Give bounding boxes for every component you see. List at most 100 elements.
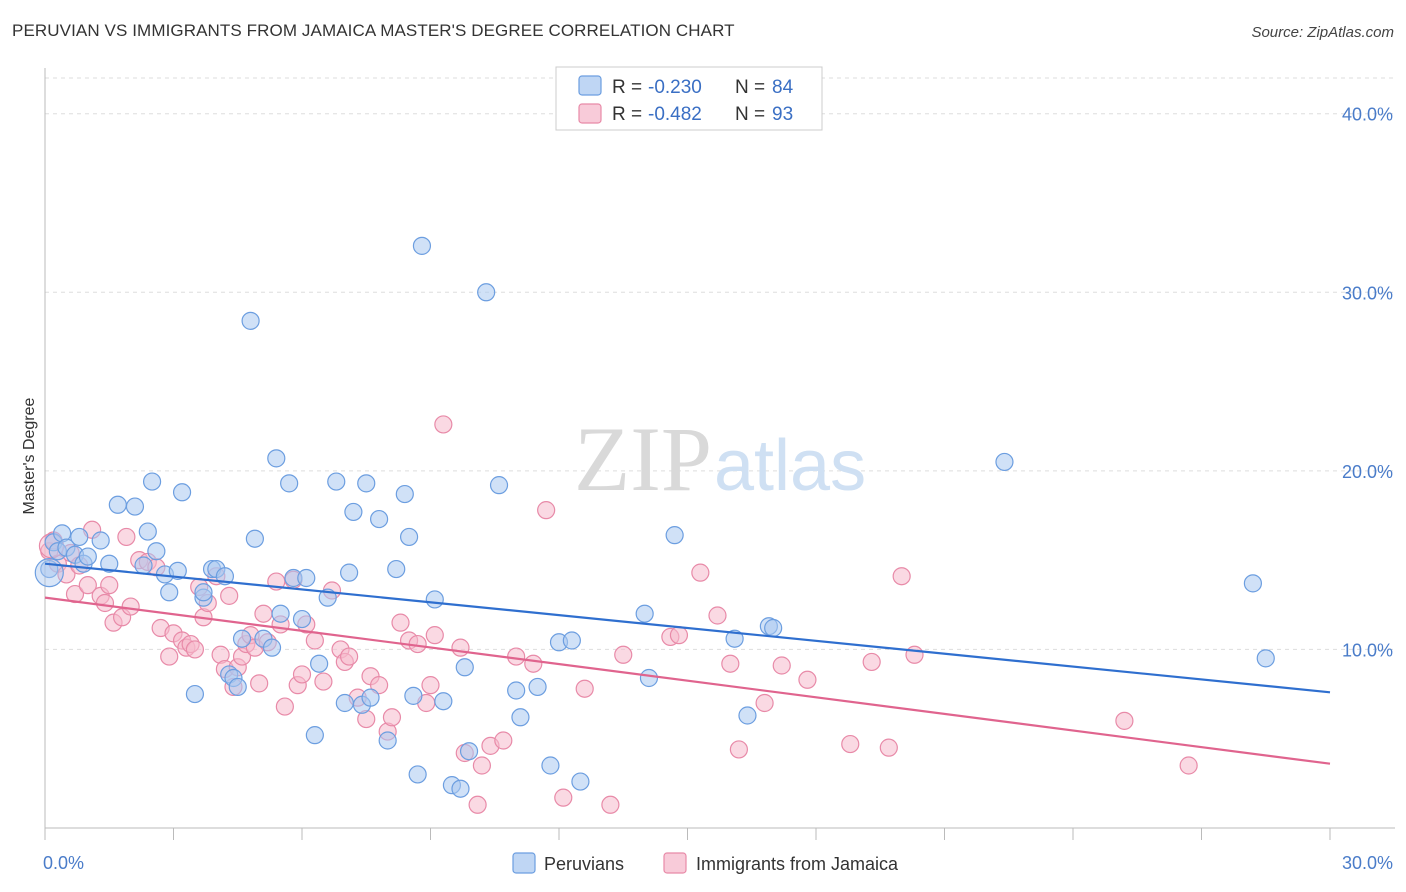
legend-r-value-2: -0.482 xyxy=(648,104,702,125)
jamaica-point xyxy=(305,631,324,650)
jamaica-point xyxy=(160,647,179,666)
y-tick-label: 40.0% xyxy=(1342,105,1393,125)
peruvian-point xyxy=(297,568,316,588)
peruvian-point xyxy=(511,708,530,727)
jamaica-point xyxy=(601,795,620,814)
peruvian-point xyxy=(160,583,179,602)
jamaica-point xyxy=(575,679,594,698)
jamaica-point xyxy=(729,740,749,759)
jamaica-point xyxy=(494,731,513,750)
peruvian-point xyxy=(370,509,389,529)
jamaica-point xyxy=(1115,711,1134,730)
peruvian-point xyxy=(635,604,654,623)
jamaica-point xyxy=(472,756,491,775)
peruvian-point xyxy=(459,742,479,761)
legend-swatch-jamaica xyxy=(578,103,602,124)
jamaica-point xyxy=(451,638,470,657)
legend-n-label-1: N = xyxy=(735,77,765,98)
peruvian-point xyxy=(142,472,162,491)
peruvian-point xyxy=(639,668,659,688)
peruvian-point xyxy=(387,559,406,579)
jamaica-point xyxy=(78,576,97,595)
jamaica-point xyxy=(721,654,740,673)
peruvian-point xyxy=(194,583,213,602)
jamaica-point xyxy=(1179,756,1198,775)
peruvian-point xyxy=(412,236,432,255)
legend-box: R = -0.230 N = 84 R = -0.482 N = 93 xyxy=(555,66,823,131)
peruvian-point xyxy=(738,706,757,725)
peruvian-point xyxy=(125,497,145,516)
peruvian-point xyxy=(395,484,414,504)
jamaica-point xyxy=(434,415,453,434)
peruvian-point xyxy=(228,677,247,697)
axes xyxy=(44,68,1395,840)
bottom-legend-label-jamaica: Immigrants from Jamaica xyxy=(696,854,899,874)
y-tick-label: 10.0% xyxy=(1342,640,1393,660)
peruvian-point xyxy=(168,561,187,580)
tick-labels: 10.0% 20.0% 30.0% 40.0% 0.0% 30.0% xyxy=(43,105,1393,873)
peruvian-point xyxy=(267,449,286,468)
jamaica-point xyxy=(862,652,881,672)
jamaica-point xyxy=(185,640,205,659)
y-tick-label: 30.0% xyxy=(1342,283,1393,303)
peruvian-point xyxy=(280,474,299,493)
peruvian-point xyxy=(241,311,260,330)
jamaica-point xyxy=(879,738,898,757)
peruvian-point xyxy=(172,483,192,502)
peruvian-point xyxy=(335,693,354,713)
jamaica-point xyxy=(292,665,312,684)
peruvian-point xyxy=(477,283,496,302)
peruvian-point xyxy=(327,472,346,491)
peruvian-point xyxy=(138,522,157,541)
y-tick-label: 20.0% xyxy=(1342,462,1393,482)
jamaica-point xyxy=(614,645,633,664)
peruvian-point xyxy=(571,772,590,791)
peruvian-point xyxy=(344,502,363,522)
peruvian-point xyxy=(108,495,127,514)
peruvian-point xyxy=(562,631,581,650)
x-tick-label-max: 30.0% xyxy=(1342,853,1393,873)
peruvian-point xyxy=(245,529,264,548)
peruvian-point xyxy=(271,604,290,623)
jamaica-point xyxy=(370,676,389,695)
bottom-legend: Peruvians Immigrants from Jamaica xyxy=(512,852,899,874)
jamaica-point xyxy=(755,693,774,713)
peruvian-point xyxy=(665,526,684,545)
peruvian-point xyxy=(147,542,166,561)
peruvian-point xyxy=(100,554,119,573)
jamaica-point xyxy=(391,613,410,632)
jamaica-point xyxy=(524,654,543,673)
peruvian-point xyxy=(399,527,419,547)
jamaica-point xyxy=(254,604,273,623)
peruvians-trend-line xyxy=(44,562,1331,694)
jamaica-point xyxy=(250,674,269,693)
peruvian-point xyxy=(995,452,1014,472)
peruvian-point xyxy=(408,765,427,784)
jamaica-point xyxy=(340,647,359,666)
jamaica-point xyxy=(905,645,924,664)
jamaica-point xyxy=(425,626,444,645)
chart-title: PERUVIAN VS IMMIGRANTS FROM JAMAICA MAST… xyxy=(12,21,735,40)
jamaica-point xyxy=(841,734,860,754)
peruvian-point xyxy=(725,629,744,648)
bottom-legend-swatch-jamaica xyxy=(663,852,687,874)
jamaica-point xyxy=(554,788,573,807)
peruvian-point xyxy=(232,629,252,648)
legend-n-value-2: 93 xyxy=(772,104,793,125)
jamaica-point xyxy=(669,626,689,645)
jamaica-point xyxy=(892,567,911,586)
jamaica-point xyxy=(421,676,440,695)
jamaica-point xyxy=(314,672,333,691)
jamaica-point xyxy=(117,527,136,547)
peruvian-point xyxy=(434,692,453,711)
jamaica-point xyxy=(121,597,140,616)
legend-swatch-peruvians xyxy=(578,75,602,96)
peruvian-point xyxy=(541,756,560,775)
source-label: Source: ZipAtlas.com xyxy=(1251,24,1394,41)
peruvian-point xyxy=(78,547,97,566)
watermark-atlas: atlas xyxy=(714,426,866,506)
peruvian-point xyxy=(185,684,205,704)
jamaica-point xyxy=(708,606,727,625)
legend-r-label-1: R = xyxy=(612,77,642,98)
peruvian-point xyxy=(489,476,509,495)
